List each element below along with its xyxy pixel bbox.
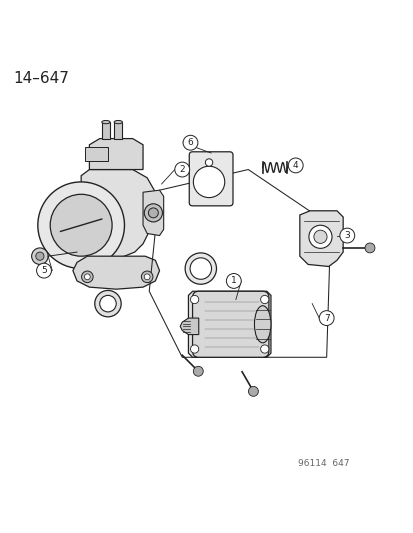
Circle shape: [339, 228, 354, 243]
Circle shape: [226, 273, 241, 288]
FancyBboxPatch shape: [114, 122, 122, 139]
Circle shape: [144, 204, 162, 222]
FancyBboxPatch shape: [189, 152, 233, 206]
Circle shape: [185, 253, 216, 284]
Circle shape: [193, 366, 203, 376]
Polygon shape: [188, 291, 270, 357]
Ellipse shape: [254, 306, 270, 343]
Polygon shape: [89, 139, 143, 169]
Circle shape: [95, 290, 121, 317]
Circle shape: [190, 295, 198, 304]
Text: 96114  647: 96114 647: [297, 459, 349, 468]
Text: 3: 3: [344, 231, 349, 240]
Circle shape: [308, 225, 331, 248]
Polygon shape: [299, 211, 342, 266]
Circle shape: [36, 263, 51, 278]
Text: 4: 4: [292, 161, 298, 170]
Circle shape: [287, 158, 302, 173]
Polygon shape: [81, 169, 155, 259]
Polygon shape: [143, 190, 163, 236]
Text: 6: 6: [187, 138, 193, 147]
Circle shape: [36, 252, 44, 260]
Circle shape: [205, 159, 212, 166]
Polygon shape: [73, 256, 159, 289]
Circle shape: [183, 135, 197, 150]
Ellipse shape: [114, 120, 122, 124]
Circle shape: [313, 230, 326, 244]
Circle shape: [31, 248, 48, 264]
FancyBboxPatch shape: [102, 122, 110, 139]
Ellipse shape: [102, 120, 110, 124]
Circle shape: [190, 258, 211, 279]
Circle shape: [38, 182, 124, 269]
Circle shape: [193, 166, 224, 198]
FancyBboxPatch shape: [192, 291, 268, 357]
Circle shape: [148, 208, 158, 218]
Circle shape: [84, 274, 90, 280]
Circle shape: [50, 195, 112, 256]
Circle shape: [174, 162, 189, 177]
Text: 5: 5: [41, 266, 47, 275]
Polygon shape: [180, 318, 198, 335]
Circle shape: [141, 271, 152, 282]
Circle shape: [100, 295, 116, 312]
Circle shape: [81, 271, 93, 282]
Circle shape: [318, 311, 333, 326]
Circle shape: [144, 274, 150, 280]
FancyBboxPatch shape: [85, 147, 108, 161]
Text: 1: 1: [230, 277, 236, 286]
Text: 14–647: 14–647: [13, 70, 69, 85]
Circle shape: [190, 345, 198, 353]
Text: 2: 2: [179, 165, 185, 174]
Text: 7: 7: [323, 313, 329, 322]
Circle shape: [364, 243, 374, 253]
Circle shape: [260, 295, 268, 304]
Circle shape: [260, 345, 268, 353]
Circle shape: [248, 386, 258, 397]
